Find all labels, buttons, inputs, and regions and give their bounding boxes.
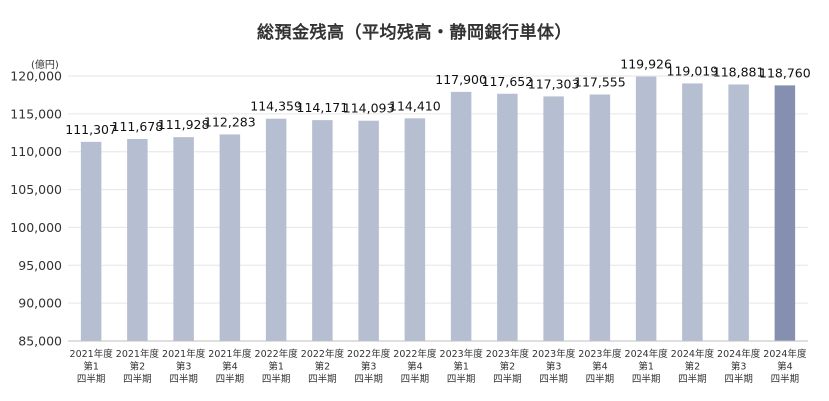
x-tick-label: 四半期 bbox=[724, 373, 753, 385]
y-tick-label: 105,000 bbox=[10, 182, 62, 197]
bar bbox=[173, 137, 194, 341]
bar bbox=[728, 84, 749, 342]
data-label: 119,019 bbox=[667, 63, 719, 78]
x-tick-label: 2021年度 bbox=[208, 348, 252, 360]
data-label: 118,760 bbox=[759, 65, 811, 80]
bar bbox=[543, 96, 564, 342]
data-label: 117,555 bbox=[574, 75, 626, 90]
data-label: 114,171 bbox=[297, 100, 349, 115]
data-label: 119,926 bbox=[620, 57, 672, 72]
x-tick-label: 第2 bbox=[500, 361, 516, 373]
x-tick-label: 四半期 bbox=[169, 373, 198, 385]
x-tick-label: 四半期 bbox=[308, 373, 337, 385]
data-label: 118,881 bbox=[713, 64, 765, 79]
data-label: 117,652 bbox=[482, 74, 534, 89]
data-label: 112,283 bbox=[204, 114, 256, 129]
x-tick-label: 四半期 bbox=[493, 373, 522, 385]
x-tick-label: 2023年度 bbox=[578, 348, 622, 360]
chart-title: 総預金残高（平均残高・静岡銀行単体） bbox=[257, 23, 572, 43]
x-tick-label: 四半期 bbox=[771, 373, 800, 385]
x-tick-label: 第1 bbox=[638, 361, 654, 373]
bar bbox=[358, 120, 379, 341]
y-tick-label: 100,000 bbox=[10, 220, 62, 235]
x-tick-label: 四半期 bbox=[539, 373, 568, 385]
x-tick-label: 2023年度 bbox=[440, 348, 484, 360]
data-label: 111,678 bbox=[112, 119, 164, 134]
bar bbox=[450, 91, 472, 342]
bar bbox=[589, 94, 611, 341]
bar bbox=[312, 120, 333, 342]
x-tick-label: 四半期 bbox=[678, 373, 707, 385]
x-tick-label: 第3 bbox=[546, 361, 562, 373]
x-tick-label: 第2 bbox=[315, 361, 331, 373]
x-tick-label: 第3 bbox=[176, 361, 192, 373]
x-tick-label: 2023年度 bbox=[532, 348, 576, 360]
y-tick-label: 95,000 bbox=[18, 258, 62, 273]
data-label: 117,900 bbox=[435, 72, 487, 87]
x-tick-label: 四半期 bbox=[123, 373, 152, 385]
data-label: 117,303 bbox=[528, 76, 580, 91]
x-tick-label: 2024年度 bbox=[625, 348, 669, 360]
x-tick-label: 第1 bbox=[268, 361, 284, 373]
x-tick-label: 第2 bbox=[130, 361, 146, 373]
x-tick-label: 第4 bbox=[777, 361, 793, 373]
x-tick-label: 2024年度 bbox=[763, 348, 807, 360]
y-tick-label: 115,000 bbox=[10, 106, 62, 121]
data-label: 114,359 bbox=[250, 99, 302, 114]
x-tick-label: 2024年度 bbox=[671, 348, 715, 360]
x-tick-label: 第4 bbox=[592, 361, 608, 373]
y-axis-unit-label: (億円) bbox=[31, 60, 59, 71]
x-tick-label: 2021年度 bbox=[70, 348, 114, 360]
data-label: 111,928 bbox=[158, 117, 210, 132]
bar bbox=[404, 118, 426, 342]
x-tick-label: 四半期 bbox=[77, 373, 106, 385]
x-tick-label: 2024年度 bbox=[717, 348, 761, 360]
y-tick-label: 90,000 bbox=[18, 296, 62, 311]
y-tick-label: 110,000 bbox=[10, 144, 62, 159]
x-tick-label: 四半期 bbox=[447, 373, 476, 385]
bar bbox=[635, 76, 657, 341]
x-tick-label: 2022年度 bbox=[347, 348, 391, 360]
bar bbox=[80, 141, 102, 341]
x-tick-label: 第2 bbox=[685, 361, 701, 373]
x-tick-label: 第4 bbox=[222, 361, 238, 373]
bar bbox=[219, 134, 241, 341]
x-tick-label: 第3 bbox=[361, 361, 377, 373]
data-label: 114,410 bbox=[389, 98, 441, 113]
data-label: 114,093 bbox=[343, 101, 395, 116]
data-label: 111,307 bbox=[65, 122, 117, 137]
x-tick-label: 2021年度 bbox=[162, 348, 206, 360]
x-tick-label: 四半期 bbox=[354, 373, 383, 385]
x-tick-label: 四半期 bbox=[262, 373, 291, 385]
x-tick-label: 2022年度 bbox=[301, 348, 345, 360]
x-tick-label: 第1 bbox=[453, 361, 469, 373]
y-tick-label: 120,000 bbox=[10, 69, 62, 84]
bar bbox=[682, 83, 703, 341]
x-tick-label: 2023年度 bbox=[486, 348, 530, 360]
x-tick-label: 第3 bbox=[731, 361, 747, 373]
x-tick-label: 2022年度 bbox=[393, 348, 437, 360]
x-tick-label: 2022年度 bbox=[255, 348, 299, 360]
bar bbox=[774, 85, 796, 341]
x-tick-label: 第4 bbox=[407, 361, 423, 373]
bar bbox=[127, 139, 148, 341]
x-tick-label: 四半期 bbox=[586, 373, 615, 385]
x-tick-label: 2021年度 bbox=[116, 348, 160, 360]
x-tick-label: 四半期 bbox=[632, 373, 661, 385]
x-tick-label: 四半期 bbox=[401, 373, 430, 385]
bar bbox=[497, 93, 518, 342]
x-tick-label: 四半期 bbox=[216, 373, 245, 385]
y-tick-label: 85,000 bbox=[18, 334, 62, 349]
x-tick-label: 第1 bbox=[83, 361, 99, 373]
bar bbox=[265, 118, 287, 342]
